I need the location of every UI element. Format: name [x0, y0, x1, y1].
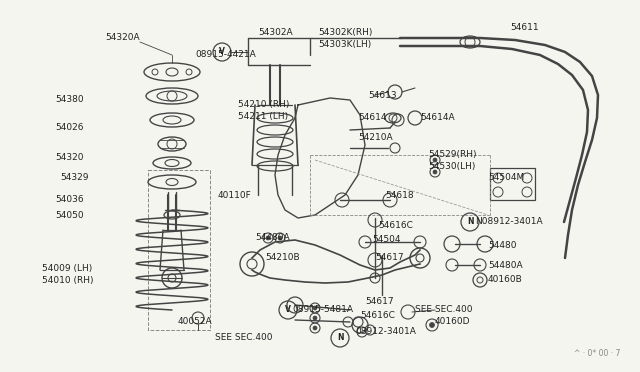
- Circle shape: [313, 326, 317, 330]
- Text: 54210 (RH): 54210 (RH): [238, 100, 289, 109]
- Text: V: V: [219, 48, 225, 57]
- Text: V: V: [285, 305, 291, 314]
- Text: 54616C: 54616C: [360, 311, 395, 320]
- Text: 54613: 54613: [368, 90, 397, 99]
- Text: 54617: 54617: [375, 253, 404, 263]
- Text: 54320: 54320: [55, 153, 83, 161]
- Text: ^ · 0* 00 · 7: ^ · 0* 00 · 7: [573, 349, 620, 358]
- Circle shape: [266, 236, 270, 240]
- Text: 54480A: 54480A: [255, 234, 290, 243]
- Text: 54611: 54611: [510, 23, 539, 32]
- Text: 54026: 54026: [55, 124, 83, 132]
- Text: 54329: 54329: [60, 173, 88, 183]
- Circle shape: [313, 316, 317, 320]
- Circle shape: [429, 323, 435, 327]
- Text: 08915-4421A: 08915-4421A: [195, 50, 256, 59]
- Text: 54617: 54617: [365, 298, 394, 307]
- Text: 40052A: 40052A: [178, 317, 212, 327]
- Text: 54009 (LH): 54009 (LH): [42, 263, 92, 273]
- Text: 54380: 54380: [55, 96, 84, 105]
- Text: N: N: [467, 218, 473, 227]
- Text: 54618: 54618: [385, 190, 413, 199]
- Text: N: N: [337, 334, 343, 343]
- Text: 08915-5481A: 08915-5481A: [292, 305, 353, 314]
- Text: 54210A: 54210A: [358, 134, 392, 142]
- Text: 40160D: 40160D: [435, 317, 470, 327]
- Text: 54504: 54504: [372, 235, 401, 244]
- Text: N08912-3401A: N08912-3401A: [475, 218, 543, 227]
- Text: 54614A: 54614A: [420, 113, 454, 122]
- Text: 54480: 54480: [488, 241, 516, 250]
- Circle shape: [278, 236, 282, 240]
- Text: SEE SEC.400: SEE SEC.400: [215, 334, 273, 343]
- Text: 54616C: 54616C: [378, 221, 413, 230]
- Text: 54302A: 54302A: [258, 28, 292, 37]
- Text: 08912-3401A: 08912-3401A: [355, 327, 416, 337]
- Circle shape: [313, 306, 317, 310]
- Text: 54010 (RH): 54010 (RH): [42, 276, 93, 285]
- Text: 54302K(RH): 54302K(RH): [318, 28, 372, 37]
- Text: 54303K(LH): 54303K(LH): [318, 40, 371, 49]
- Text: 40110F: 40110F: [218, 190, 252, 199]
- Text: 54504M: 54504M: [488, 173, 524, 183]
- Circle shape: [433, 158, 437, 162]
- Text: 54320A: 54320A: [105, 33, 140, 42]
- Text: 54530(LH): 54530(LH): [428, 163, 476, 171]
- Text: 54614: 54614: [358, 113, 387, 122]
- Text: 54050: 54050: [55, 211, 84, 219]
- Text: 54529(RH): 54529(RH): [428, 151, 477, 160]
- Circle shape: [433, 170, 437, 174]
- Text: 54211 (LH): 54211 (LH): [238, 112, 288, 122]
- Text: 40160B: 40160B: [488, 276, 523, 285]
- Text: 54036: 54036: [55, 196, 84, 205]
- Text: 54480A: 54480A: [488, 260, 523, 269]
- Text: 54210B: 54210B: [265, 253, 300, 263]
- Text: SEE SEC.400: SEE SEC.400: [415, 305, 472, 314]
